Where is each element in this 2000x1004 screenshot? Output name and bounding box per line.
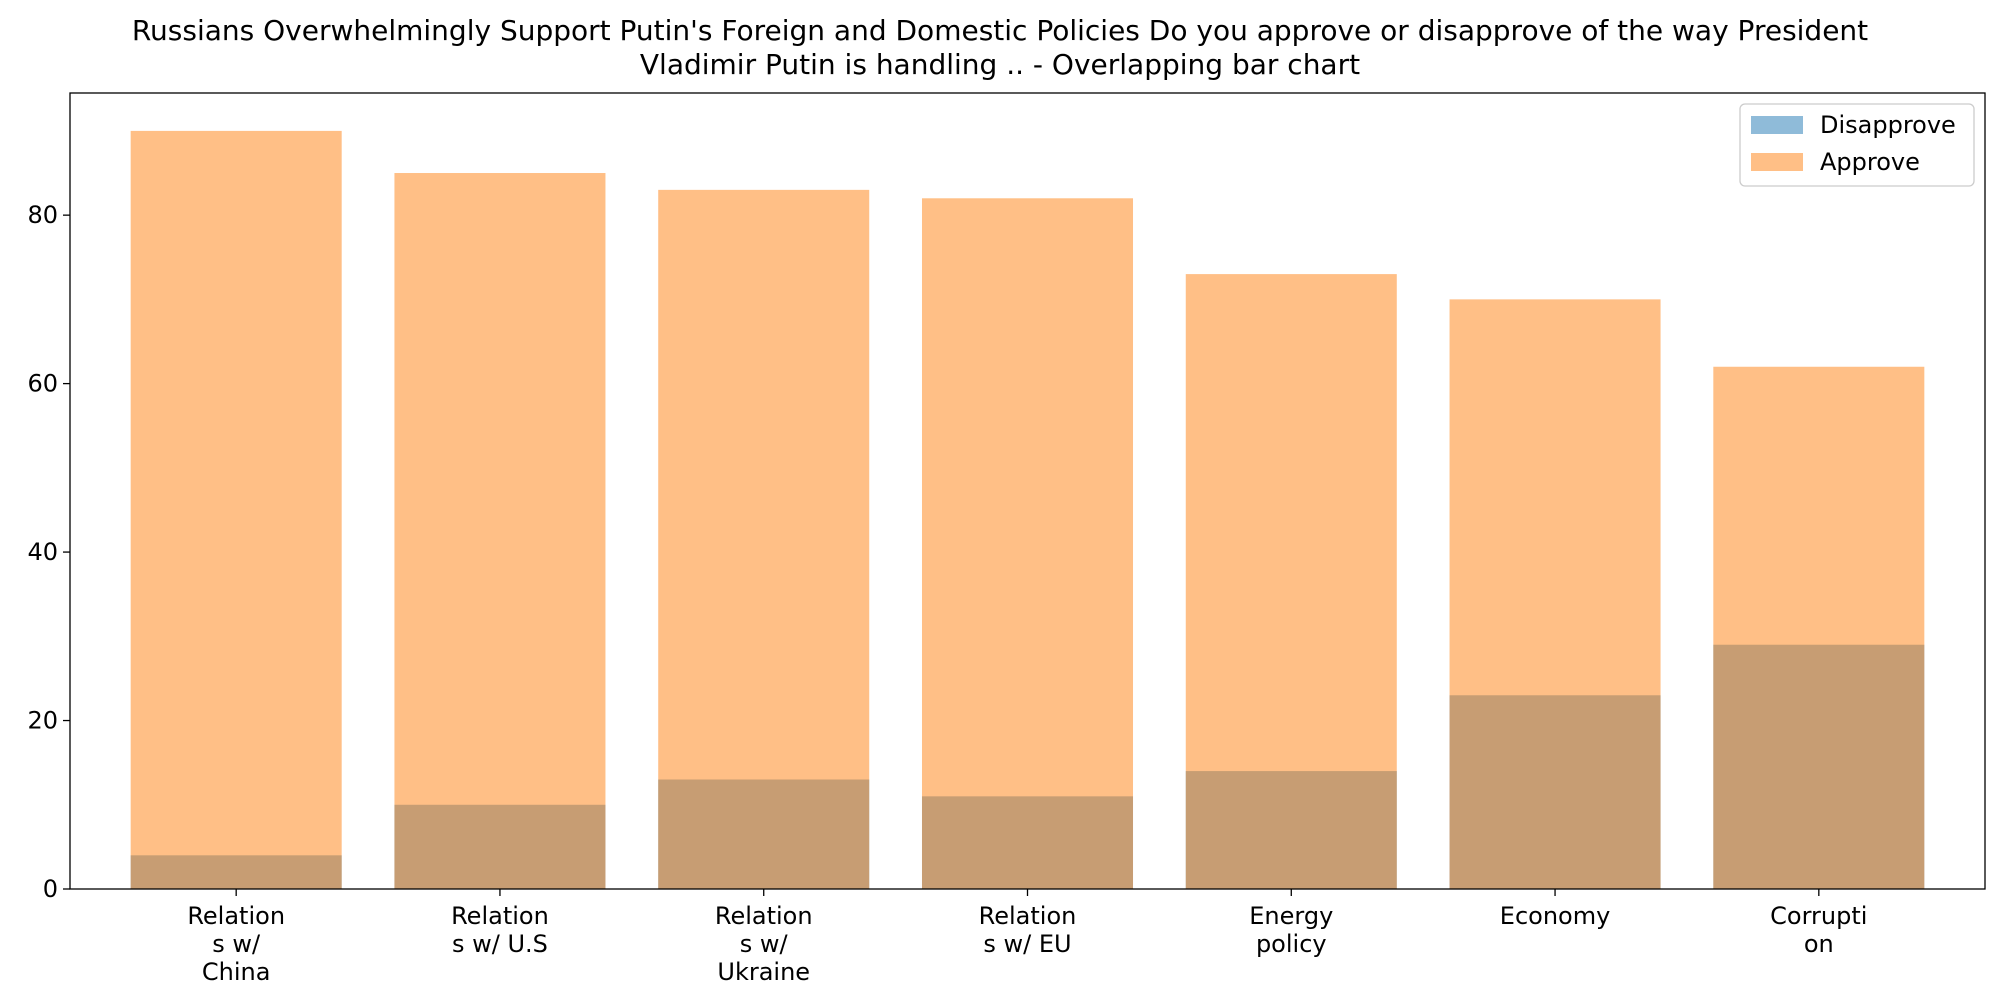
x-tick-label-2-line-2: Ukraine <box>717 958 810 986</box>
x-tick-label-0: Relation s w/China <box>187 902 285 986</box>
y-axis: 0 20 40 60 80 <box>27 201 70 903</box>
bars-layer <box>130 130 1925 890</box>
x-tick-label-1: Relation s w/ U.S <box>451 902 549 958</box>
chart-title-line-2: Vladimir Putin is handling .. - Overlapp… <box>640 48 1360 81</box>
x-tick-label-6-line-1: on <box>1804 930 1834 958</box>
x-tick-label-3-line-1: s w/ EU <box>983 930 1071 958</box>
x-tick-label-4-line-0: Energy <box>1249 902 1333 930</box>
x-tick-label-5-line-0: Economy <box>1500 902 1611 930</box>
x-tick-label-3: Relation s w/ EU <box>979 902 1077 958</box>
x-tick-label-2: Relation s w/Ukraine <box>715 902 813 986</box>
bar-approve-2 <box>658 189 870 889</box>
x-tick-label-0-line-1: s w/ <box>212 930 261 958</box>
x-tick-label-5: Economy <box>1500 902 1611 930</box>
legend-label-approve: Approve <box>1820 148 1920 176</box>
y-tick-label-0: 0 <box>43 875 58 903</box>
bar-approve-4 <box>1185 274 1397 889</box>
x-tick-label-6-line-0: Corrupti <box>1770 902 1867 930</box>
x-tick-label-4: Energy policy <box>1249 902 1333 958</box>
x-tick-label-2-line-1: s w/ <box>740 930 789 958</box>
x-tick-label-3-line-0: Relation <box>979 902 1077 930</box>
y-tick-label-1: 20 <box>27 707 58 735</box>
legend-label-disapprove: Disapprove <box>1820 111 1956 139</box>
bar-approve-5 <box>1449 299 1661 889</box>
x-tick-label-0-line-2: China <box>202 958 271 986</box>
legend-swatch-disapprove <box>1751 116 1803 134</box>
bar-approve-1 <box>394 173 606 889</box>
x-tick-label-4-line-1: policy <box>1256 930 1327 958</box>
y-tick-label-3: 60 <box>27 370 58 398</box>
bar-approve-0 <box>130 130 342 889</box>
bar-approve-6 <box>1713 366 1925 890</box>
chart-title: Russians Overwhelmingly Support Putin's … <box>132 14 1868 81</box>
legend: Disapprove Approve <box>1739 103 1975 187</box>
x-tick-label-0-line-0: Relation <box>187 902 285 930</box>
legend-swatch-approve <box>1751 153 1803 171</box>
chart-title-line-1: Russians Overwhelmingly Support Putin's … <box>132 14 1868 47</box>
bar-approve-3 <box>921 198 1134 889</box>
x-tick-label-2-line-0: Relation <box>715 902 813 930</box>
x-tick-label-1-line-0: Relation <box>451 902 549 930</box>
x-tick-label-1-line-1: s w/ U.S <box>452 930 548 958</box>
y-tick-label-2: 40 <box>27 538 58 566</box>
y-tick-label-4: 80 <box>27 201 58 229</box>
x-tick-label-6: Corrupti on <box>1770 902 1867 958</box>
